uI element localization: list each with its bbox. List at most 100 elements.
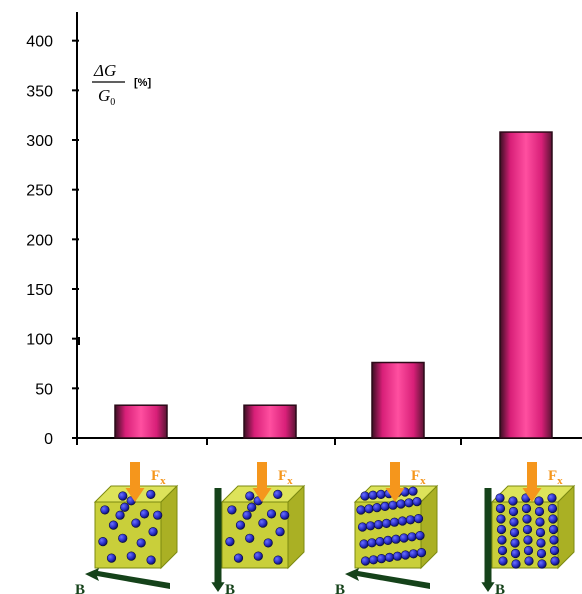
particle bbox=[375, 536, 385, 547]
particle bbox=[549, 545, 560, 556]
particle bbox=[275, 527, 285, 537]
particle bbox=[522, 524, 533, 535]
particle bbox=[357, 522, 368, 532]
force-label-base: F bbox=[411, 468, 420, 484]
particle bbox=[407, 532, 417, 542]
bar bbox=[371, 361, 425, 439]
y-tick-label: 200 bbox=[26, 232, 53, 249]
particle bbox=[136, 538, 146, 548]
particle bbox=[376, 489, 386, 500]
particle bbox=[373, 519, 384, 530]
force-label-base: F bbox=[548, 468, 557, 484]
force-label-base: F bbox=[278, 468, 287, 484]
particle bbox=[416, 547, 427, 558]
particle bbox=[131, 518, 141, 528]
particle bbox=[273, 489, 283, 500]
particle bbox=[388, 500, 398, 510]
particle bbox=[547, 503, 558, 514]
particle bbox=[508, 496, 518, 506]
particle bbox=[360, 556, 371, 566]
particle bbox=[549, 535, 559, 545]
ylabel-denominator: G0 bbox=[98, 86, 115, 108]
particle bbox=[547, 493, 557, 503]
ylabel-numerator: ΔG bbox=[93, 61, 116, 80]
field-arrow bbox=[345, 568, 430, 589]
force-arrow bbox=[125, 462, 145, 502]
illustration-panel: Fx B bbox=[211, 462, 306, 594]
particle bbox=[404, 498, 414, 508]
particle bbox=[242, 510, 252, 520]
particle bbox=[118, 491, 128, 501]
particle bbox=[537, 559, 547, 569]
force-arrow bbox=[252, 462, 272, 502]
particle bbox=[235, 520, 246, 530]
particle bbox=[376, 553, 387, 564]
bar bbox=[499, 131, 553, 439]
particle bbox=[280, 510, 290, 520]
particle bbox=[535, 517, 545, 527]
particle bbox=[522, 514, 532, 524]
particle bbox=[108, 520, 119, 530]
bar bbox=[114, 404, 168, 439]
force-label-subscript: x bbox=[420, 475, 426, 487]
force-label-subscript: x bbox=[557, 475, 563, 487]
particle bbox=[253, 551, 263, 561]
illustration-panel: Fx B bbox=[75, 462, 179, 594]
particle bbox=[365, 521, 376, 531]
y-tick-label: 400 bbox=[26, 34, 53, 51]
cube-side-face bbox=[287, 484, 305, 570]
particle bbox=[380, 501, 390, 512]
particle bbox=[120, 502, 130, 512]
particle bbox=[263, 538, 273, 548]
y-ticks: 050100150200250300350400500 bbox=[26, 34, 79, 448]
cube-side-face bbox=[160, 484, 178, 570]
ylabel-unit: [%] bbox=[134, 77, 151, 89]
particle bbox=[384, 552, 395, 563]
particle bbox=[372, 503, 382, 513]
force-arrow bbox=[385, 462, 405, 502]
particle bbox=[510, 548, 521, 559]
particle bbox=[496, 514, 506, 524]
particle bbox=[536, 548, 547, 559]
force-label-subscript: x bbox=[160, 475, 166, 487]
y-tick-label: 100 bbox=[26, 332, 53, 349]
particle bbox=[509, 527, 520, 538]
particle bbox=[364, 504, 374, 514]
particle bbox=[245, 533, 255, 543]
particle bbox=[368, 490, 378, 500]
bar bbox=[243, 404, 297, 439]
y-tick-label: 300 bbox=[26, 133, 53, 150]
particle bbox=[153, 510, 163, 520]
particle bbox=[495, 493, 505, 503]
cube-side-face bbox=[557, 484, 575, 570]
particle bbox=[392, 551, 403, 561]
particle bbox=[523, 545, 534, 556]
particle bbox=[389, 517, 400, 527]
particle bbox=[106, 553, 117, 563]
illustration-panel: Fx B bbox=[335, 462, 439, 594]
particle bbox=[148, 527, 158, 537]
particle bbox=[548, 524, 559, 535]
particle bbox=[497, 545, 508, 556]
particle bbox=[550, 556, 560, 566]
particle bbox=[508, 506, 519, 517]
y-tick-label: 350 bbox=[26, 83, 53, 100]
particle bbox=[367, 538, 377, 548]
field-arrow bbox=[211, 488, 225, 592]
force-label-subscript: x bbox=[287, 475, 293, 487]
particle bbox=[408, 486, 418, 496]
particle bbox=[233, 553, 244, 563]
particle bbox=[146, 489, 156, 500]
particle bbox=[273, 555, 283, 565]
particle bbox=[245, 491, 255, 501]
bars bbox=[114, 131, 553, 439]
particle bbox=[118, 533, 128, 543]
illustrations: Fx B Fx B Fx B Fx B bbox=[75, 462, 576, 594]
particle bbox=[359, 539, 369, 549]
particle bbox=[396, 499, 406, 509]
particle bbox=[399, 533, 409, 543]
y-axis-label: ΔG G0 [%] bbox=[92, 61, 151, 108]
field-arrow bbox=[481, 488, 495, 592]
particle bbox=[535, 527, 546, 538]
particle bbox=[548, 514, 558, 524]
